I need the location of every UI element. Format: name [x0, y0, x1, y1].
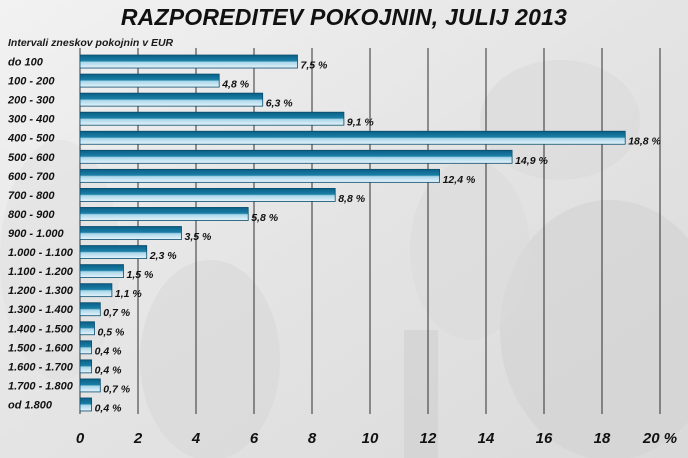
- category-labels: do 100 100 - 200 200 - 300 300 - 400 400 - 5…: [7, 57, 74, 412]
- bar: [79, 226, 182, 240]
- bar: [79, 111, 345, 126]
- x-tick-label: 8: [308, 430, 317, 447]
- x-axis-ticks: 0 2 4 6 8 10 12 14 16 18 20 %: [76, 430, 677, 447]
- x-tick-label: 20 %: [642, 430, 677, 447]
- x-tick-label: 18: [594, 430, 611, 447]
- category-label: 1.100 - 1.200: [8, 266, 74, 278]
- value-label: 14,9 %: [515, 155, 548, 167]
- x-tick-label: 6: [250, 430, 259, 447]
- value-label: 0,4 %: [95, 364, 123, 376]
- value-label: 0,4 %: [95, 402, 123, 414]
- value-labels: 7,5 % 4,8 % 6,3 % 9,1 % 18,8 % 14,9 % 12,4 % 8,…: [95, 60, 662, 415]
- bar: [79, 264, 124, 279]
- value-label: 5,8 %: [251, 212, 279, 224]
- value-label: 0,5 %: [98, 326, 126, 338]
- value-label: 3,5 %: [185, 231, 213, 243]
- value-label: 0,7 %: [103, 383, 131, 395]
- x-tick-label: 10: [362, 430, 379, 447]
- value-label: 9,1 %: [347, 117, 375, 129]
- value-label: 6,3 %: [266, 98, 294, 110]
- category-label: 1.400 - 1.500: [8, 323, 74, 335]
- category-label: do 100: [8, 57, 44, 69]
- bar: [79, 283, 113, 298]
- category-label: 1.500 - 1.600: [8, 342, 74, 354]
- value-label: 1,1 %: [115, 288, 143, 300]
- value-label: 0,7 %: [103, 307, 131, 319]
- bar: [79, 378, 101, 393]
- bar: [79, 207, 249, 221]
- bar: [79, 130, 626, 145]
- category-label: 500 - 600: [8, 152, 55, 164]
- category-label: 600 - 700: [8, 171, 55, 183]
- bar: [79, 340, 92, 355]
- value-label: 8,8 %: [338, 193, 366, 205]
- grid-lines: [79, 48, 661, 414]
- bar: [79, 168, 441, 183]
- bar-series: [79, 54, 626, 412]
- category-label: 300 - 400: [8, 114, 55, 126]
- category-label: 400 - 500: [7, 133, 55, 145]
- bar: [79, 245, 148, 259]
- value-label: 1,5 %: [127, 269, 155, 281]
- bar: [79, 54, 298, 69]
- x-tick-label: 2: [133, 430, 143, 447]
- category-label: 1.600 - 1.700: [8, 361, 74, 373]
- category-label: od 1.800: [8, 399, 53, 411]
- value-label: 4,8 %: [221, 79, 250, 91]
- category-label: 1.700 - 1.800: [8, 380, 74, 392]
- bar: [79, 302, 101, 317]
- category-label: 1.200 - 1.300: [8, 285, 74, 297]
- category-label: 1.000 - 1.100: [8, 247, 74, 259]
- value-label: 12,4 %: [443, 174, 476, 186]
- bar: [79, 321, 95, 336]
- bar: [79, 149, 513, 164]
- bar: [79, 73, 220, 88]
- category-label: 1.300 - 1.400: [8, 304, 74, 316]
- x-tick-label: 0: [76, 430, 85, 447]
- bar: [79, 397, 92, 412]
- value-label: 18,8 %: [628, 136, 661, 148]
- chart-title: RAZPOREDITEV POKOJNIN, JULIJ 2013: [120, 4, 568, 30]
- bar: [79, 187, 336, 202]
- bar: [79, 92, 264, 107]
- category-label: 100 - 200: [8, 76, 55, 88]
- value-label: 0,4 %: [95, 345, 123, 357]
- x-tick-label: 14: [478, 430, 495, 447]
- y-axis-label: Intervali zneskov pokojnin v EUR: [8, 37, 174, 49]
- value-label: 2,3 %: [149, 250, 178, 262]
- x-tick-label: 12: [420, 430, 437, 447]
- category-label: 800 - 900: [8, 209, 55, 221]
- category-label: 700 - 800: [8, 190, 55, 202]
- x-tick-label: 4: [191, 430, 201, 447]
- category-label: 900 - 1.000: [8, 228, 65, 240]
- x-tick-label: 16: [536, 430, 553, 447]
- value-label: 7,5 %: [301, 60, 329, 72]
- category-label: 200 - 300: [7, 95, 55, 107]
- bar: [79, 359, 92, 374]
